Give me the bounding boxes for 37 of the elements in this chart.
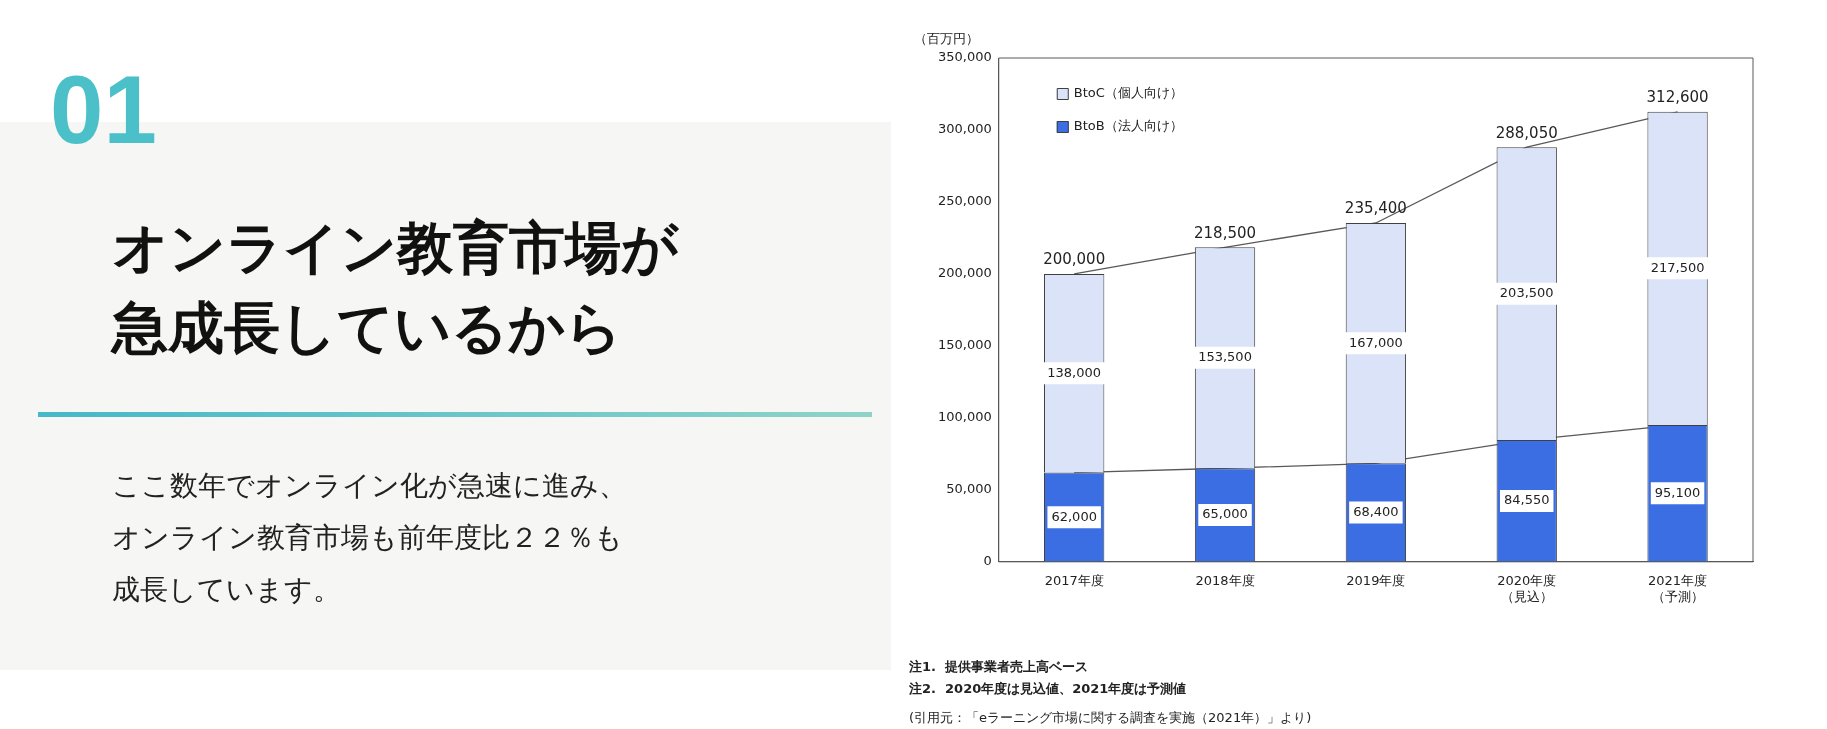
data-label: 217,500 — [1650, 259, 1705, 275]
x-tick-label: 2019年度 — [1346, 572, 1406, 588]
y-axis-title: （百万円） — [914, 30, 980, 46]
y-tick-label: 200,000 — [937, 265, 992, 281]
y-tick-label: 0 — [983, 553, 992, 569]
data-label: 62,000 — [1051, 508, 1097, 524]
data-label: 153,500 — [1198, 349, 1252, 365]
y-tick-label: 250,000 — [937, 193, 992, 209]
text: 01 — [50, 56, 157, 163]
x-tick-label: 2020年度（見込） — [1497, 572, 1557, 604]
y-tick-label: 350,000 — [937, 49, 992, 65]
total-label: 288,050 — [1495, 123, 1558, 142]
text: 注1. 提供事業者売上高ベース — [908, 659, 1089, 675]
data-label: 138,000 — [1047, 364, 1102, 380]
data-label: 203,500 — [1499, 285, 1554, 301]
x-tick-label: 2021年度（予測） — [1648, 572, 1708, 604]
legend-label: BtoC（個人向け） — [1073, 85, 1183, 101]
legend-label: BtoB（法人向け） — [1073, 118, 1183, 134]
x-tick-label: 2017年度 — [1044, 572, 1104, 588]
total-label: 312,600 — [1646, 88, 1709, 107]
data-label: 95,100 — [1654, 484, 1701, 500]
text: ここ数年でオンライン化が急速に進み、オンライン教育市場も前年度比２２％も成長しています。 — [112, 468, 628, 608]
total-label: 200,000 — [1043, 250, 1106, 269]
data-label: 68,400 — [1353, 503, 1399, 519]
data-label: 167,000 — [1349, 334, 1403, 350]
text: オンライン教育市場が急成長しているから — [112, 214, 680, 362]
y-tick-label: 300,000 — [937, 121, 992, 137]
text: (引用元：「eラーニング市場に関する調査を実施（2021年）」より) — [909, 710, 1312, 726]
x-tick-label: 2018年度 — [1195, 572, 1255, 588]
y-tick-label: 100,000 — [937, 409, 992, 425]
data-label: 65,000 — [1202, 506, 1248, 522]
text: 注2. 2020年度は見込値、2021年度は予測値 — [908, 681, 1187, 697]
y-tick-label: 50,000 — [946, 481, 992, 497]
y-tick-label: 150,000 — [937, 337, 992, 353]
total-label: 218,500 — [1194, 223, 1257, 242]
total-label: 235,400 — [1344, 199, 1407, 218]
data-label: 84,550 — [1503, 492, 1550, 508]
